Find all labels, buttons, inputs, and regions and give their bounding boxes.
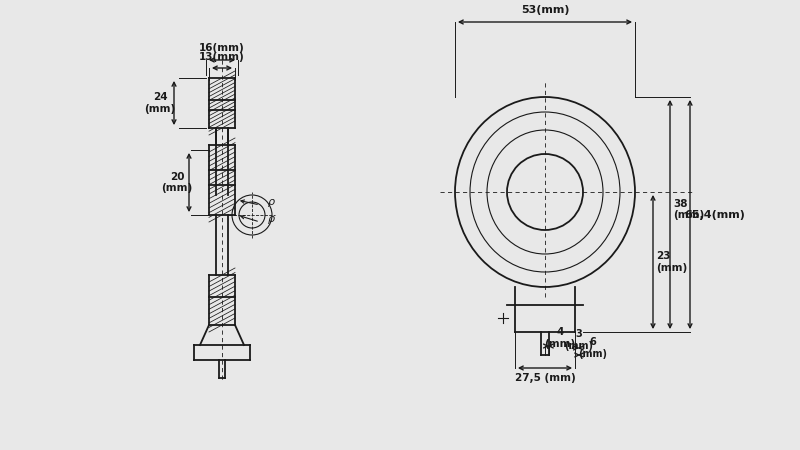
Text: 23
(mm): 23 (mm): [656, 251, 687, 273]
Text: 13(mm): 13(mm): [199, 52, 245, 62]
Text: $\rho$: $\rho$: [267, 214, 276, 226]
Text: 20
(mm): 20 (mm): [162, 172, 193, 194]
Text: 3
(mm): 3 (mm): [565, 329, 594, 351]
Text: $\rho$: $\rho$: [267, 197, 276, 209]
Text: 53(mm): 53(mm): [521, 5, 570, 15]
Text: 38
(mm): 38 (mm): [673, 199, 704, 220]
Text: 6
(mm): 6 (mm): [578, 337, 607, 359]
Text: 16(mm): 16(mm): [199, 43, 245, 53]
Text: 4
(mm): 4 (mm): [544, 327, 576, 349]
Text: 24
(mm): 24 (mm): [144, 92, 176, 114]
Text: 27,5 (mm): 27,5 (mm): [514, 373, 575, 383]
Text: 65,4(mm): 65,4(mm): [685, 210, 746, 220]
